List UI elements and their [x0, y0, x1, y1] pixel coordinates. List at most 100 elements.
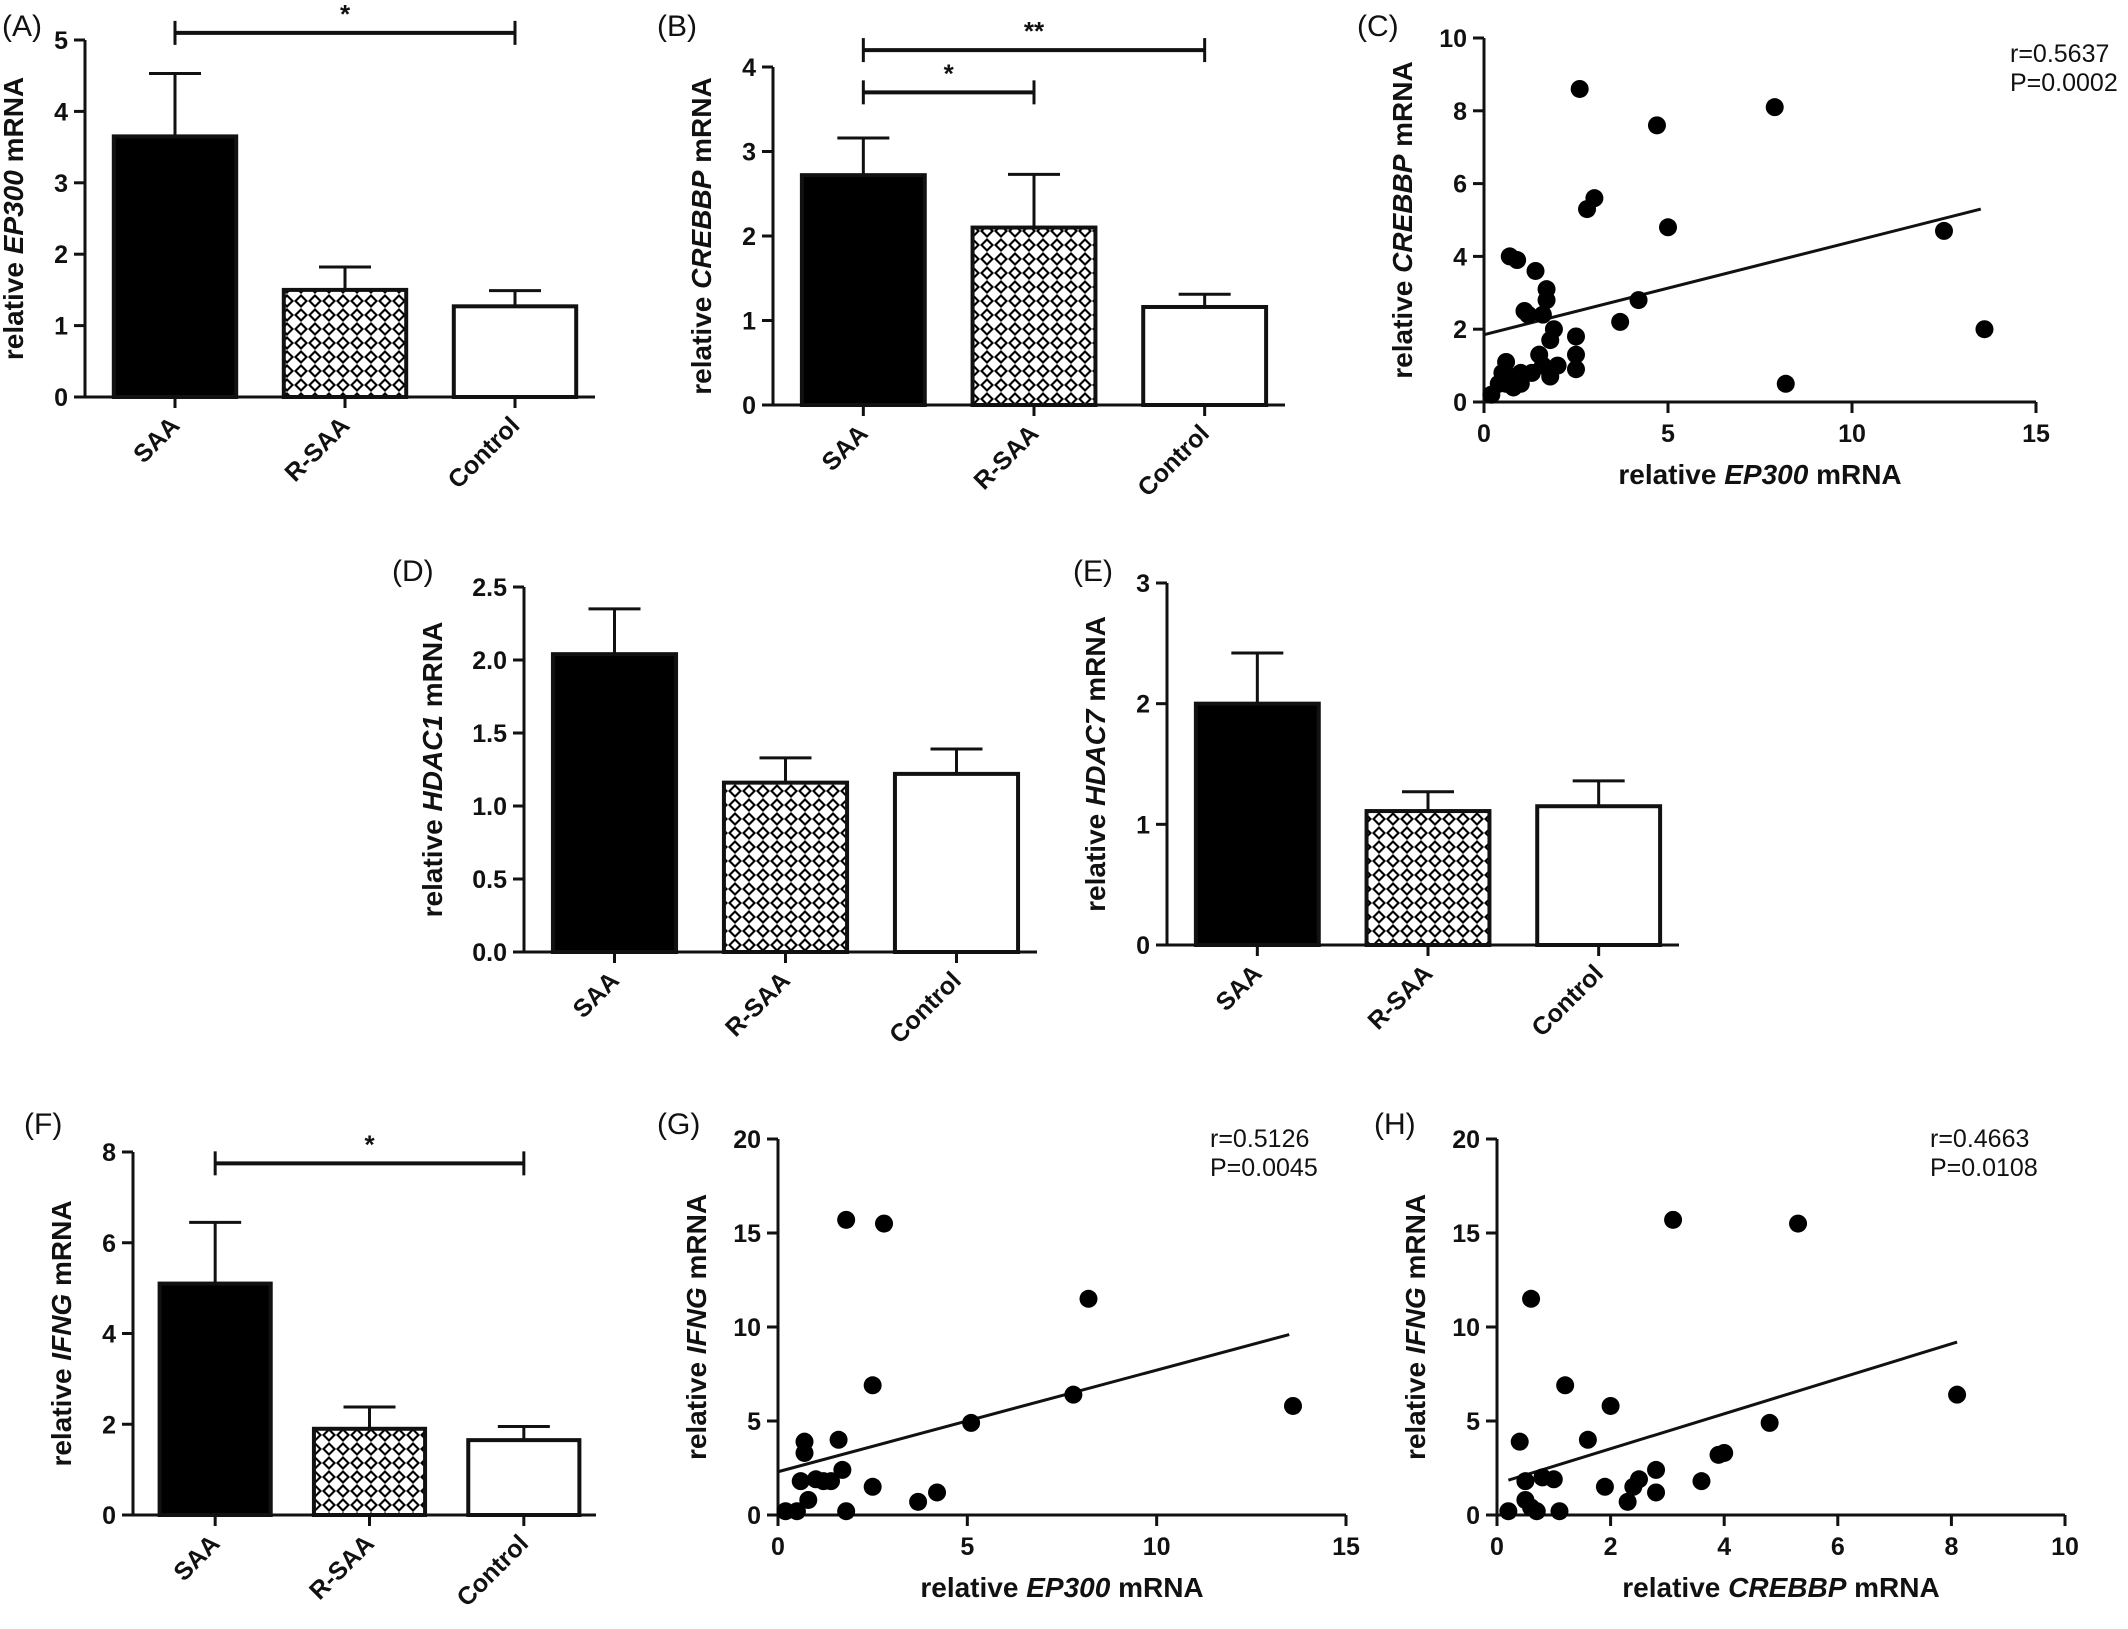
x-tick-label: 0 [1490, 1533, 1504, 1561]
data-point [863, 1376, 882, 1395]
p-value: P=0.0108 [1930, 1154, 2038, 1182]
y-axis-title: relative IFNG mRNA [1400, 1194, 1431, 1460]
category-label: SAA [816, 419, 873, 476]
data-point [863, 1477, 882, 1496]
x-tick-label: 0 [1477, 420, 1491, 448]
data-point [1548, 356, 1567, 375]
y-tick-label: 5 [747, 1408, 761, 1436]
data-point [928, 1483, 947, 1502]
data-point [1585, 189, 1604, 208]
y-tick-label: 1 [54, 313, 68, 341]
data-point [1567, 345, 1585, 364]
x-tick-label: 10 [1143, 1533, 1171, 1561]
y-tick-label: 0 [1453, 389, 1467, 417]
y-tick-label: 10 [1439, 25, 1467, 53]
y-tick-label: 15 [1452, 1220, 1480, 1248]
bar-saa [550, 652, 679, 954]
data-point [1544, 1470, 1563, 1489]
y-axis-title: relative IFNG mRNA [46, 1200, 77, 1466]
p-value: P=0.0045 [1210, 1154, 1318, 1182]
data-point [1567, 360, 1585, 379]
y-tick-label: 6 [1453, 171, 1467, 199]
category-label: SAA [1210, 959, 1267, 1016]
y-tick-label: 3 [1136, 570, 1150, 598]
data-point [1975, 320, 1994, 339]
y-tick-label: 8 [102, 1139, 116, 1167]
panel-e: (E) 0 1 2 3 relative HDAC7 mRNA SAA R-SAA Contro… [1073, 555, 1679, 1042]
category-label: R-SAA [968, 419, 1044, 495]
x-tick-label: 4 [1717, 1533, 1731, 1561]
y-tick-label: 1 [742, 308, 756, 336]
category-label: SAA [128, 411, 185, 468]
data-point [1618, 1492, 1637, 1511]
category-label: Control [1526, 959, 1609, 1042]
data-point [787, 1502, 806, 1521]
correlation-r: r=0.5126 [1210, 1125, 1309, 1153]
y-tick-label: 3 [54, 170, 68, 198]
data-point [1516, 1472, 1535, 1491]
bar-saa [111, 134, 239, 399]
data-point [1578, 1430, 1597, 1449]
data-point [1567, 327, 1585, 346]
y-tick-label: 0 [102, 1502, 116, 1530]
data-point [1522, 1289, 1541, 1308]
bar-control [1535, 804, 1663, 947]
panel-label: (C) [1357, 10, 1399, 43]
panel-label: (D) [392, 555, 434, 588]
data-point [1499, 1502, 1518, 1521]
x-tick-label: 6 [1831, 1533, 1845, 1561]
data-point [875, 1214, 894, 1233]
data-point [837, 1210, 856, 1229]
y-tick-label: 10 [733, 1314, 761, 1342]
x-tick-label: 15 [1332, 1533, 1360, 1561]
bar-r-saa [311, 1426, 428, 1517]
data-point [1664, 1210, 1683, 1229]
category-label: R-SAA [304, 1529, 380, 1605]
data-point [791, 1472, 810, 1491]
regression-line [777, 1333, 1290, 1474]
x-tick-label: 10 [1838, 420, 1866, 448]
y-axis-title: relative CREBBP mRNA [686, 77, 717, 394]
panel-label: (G) [657, 1108, 700, 1141]
bar-r-saa [970, 225, 1098, 407]
data-point [799, 1490, 818, 1509]
data-point [1776, 374, 1795, 393]
data-point [1715, 1443, 1734, 1462]
data-point [1556, 1376, 1575, 1395]
x-tick-label: 2 [1604, 1533, 1618, 1561]
y-tick-label: 10 [1452, 1314, 1480, 1342]
y-tick-label: 0.5 [472, 866, 507, 894]
data-point [1611, 312, 1630, 331]
y-tick-label: 5 [1466, 1408, 1480, 1436]
data-point [1789, 1214, 1808, 1233]
y-axis-title: relative HDAC7 mRNA [1080, 616, 1111, 912]
y-axis-title: relative EP300 mRNA [0, 77, 29, 360]
bar-r-saa [1364, 809, 1492, 947]
bar-control [466, 1438, 582, 1517]
significance-star: * [364, 1129, 375, 1159]
regression-line [1483, 207, 1982, 337]
y-tick-label: 20 [1452, 1126, 1480, 1154]
y-axis-title: relative HDAC1 mRNA [417, 622, 448, 918]
panel-g: (G) 0 5 10 15 20 relative IFNG mRNA 0 5 10 15 relat… [657, 1108, 1360, 1603]
significance-star: * [944, 58, 955, 88]
x-axis-title: relative CREBBP mRNA [1622, 1572, 1939, 1603]
category-label: Control [1132, 419, 1215, 502]
y-axis-title: relative IFNG mRNA [681, 1194, 712, 1460]
bar-control [1141, 304, 1269, 408]
y-tick-label: 3 [742, 139, 756, 167]
y-tick-label: 15 [733, 1220, 761, 1248]
p-value: P=0.0002 [2010, 69, 2118, 97]
data-point [1765, 98, 1784, 117]
panel-label: (E) [1073, 555, 1113, 588]
category-label: Control [451, 1529, 534, 1612]
panel-b: (B) 0 1 2 3 4 relative CREBBP mRNA SAA R-SAA Cont… [657, 10, 1285, 502]
x-tick-label: 10 [2051, 1533, 2079, 1561]
data-point [1760, 1413, 1779, 1432]
data-point [1595, 1477, 1614, 1496]
y-tick-label: 4 [102, 1321, 116, 1349]
panel-a: (A) 0 1 2 3 4 5 relative EP300 mRNA SAA R-SAA Cont… [0, 0, 595, 494]
data-point [1659, 218, 1677, 237]
category-label: R-SAA [1362, 959, 1438, 1035]
data-point [1647, 116, 1666, 135]
